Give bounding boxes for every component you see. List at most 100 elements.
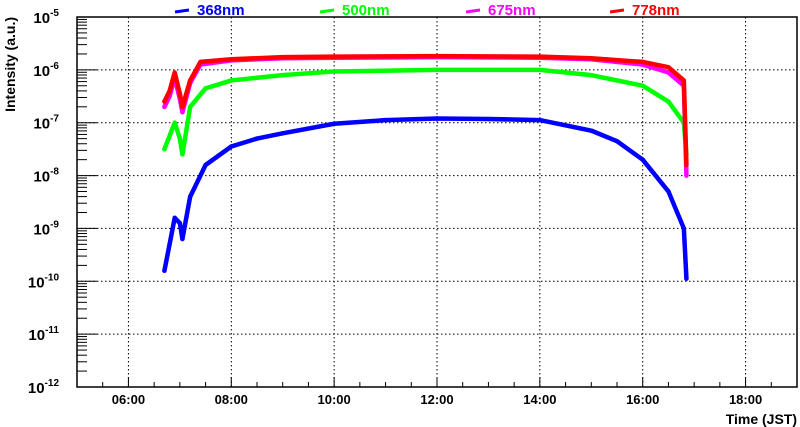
data-point-778nm	[331, 54, 337, 59]
data-point-368nm	[486, 116, 491, 122]
data-point-368nm	[684, 276, 689, 281]
data-point-778nm	[666, 65, 671, 70]
y-tick-base: 10	[28, 274, 45, 291]
y-tick-base: 10	[33, 63, 50, 80]
x-tick-label: 12:00	[420, 392, 453, 407]
data-point-368nm	[254, 136, 260, 141]
y-tick-label: 10-10	[28, 272, 60, 291]
axis-ticks: 06:00 08:00 10:00 12:00 14:00 16:00 18:0010-51…	[28, 8, 772, 407]
y-tick-exponent: -5	[50, 8, 59, 19]
data-point-500nm	[666, 99, 671, 104]
data-point-500nm	[537, 67, 543, 73]
series-368nm	[162, 116, 689, 281]
data-point-675nm	[684, 173, 689, 178]
y-tick-base: 10	[33, 10, 50, 27]
data-point-368nm	[331, 121, 337, 126]
data-point-368nm	[203, 162, 208, 168]
y-tick-label: 10-5	[33, 8, 59, 27]
y-tick-label: 10-12	[28, 378, 60, 397]
data-point-368nm	[614, 139, 620, 144]
legend-label-368nm: 368nm	[197, 2, 245, 19]
legend-label-675nm: 675nm	[488, 2, 536, 19]
x-tick-label: 08:00	[215, 392, 248, 407]
data-point-500nm	[172, 120, 177, 125]
data-point-778nm	[198, 59, 203, 65]
data-point-368nm	[537, 117, 543, 123]
data-point-500nm	[177, 136, 183, 141]
data-point-368nm	[589, 128, 594, 133]
data-point-368nm	[640, 157, 645, 162]
x-tick-label: 06:00	[112, 392, 145, 407]
data-point-778nm	[180, 104, 185, 110]
data-point-778nm	[589, 56, 594, 61]
data-point-778nm	[177, 91, 183, 96]
data-point-500nm	[162, 146, 167, 152]
data-point-368nm	[229, 144, 234, 149]
legend-swatch-368nm	[174, 8, 190, 14]
data-point-500nm	[434, 67, 440, 73]
data-point-500nm	[254, 75, 260, 80]
y-tick-base: 10	[33, 169, 50, 186]
data-point-368nm	[280, 131, 285, 136]
data-point-675nm	[666, 70, 671, 75]
data-point-675nm	[180, 109, 185, 115]
data-point-368nm	[162, 268, 167, 273]
data-point-368nm	[666, 189, 671, 194]
y-tick-label: 10-11	[28, 325, 59, 344]
data-point-500nm	[180, 152, 185, 157]
data-point-500nm	[187, 104, 193, 110]
data-point-675nm	[162, 104, 167, 110]
y-tick-label: 10-9	[33, 219, 59, 238]
data-point-368nm	[172, 215, 177, 221]
data-point-778nm	[280, 54, 285, 60]
y-tick-exponent: -9	[50, 219, 59, 230]
y-tick-exponent: -11	[45, 325, 59, 336]
x-tick-label: 16:00	[626, 392, 659, 407]
data-point-500nm	[203, 86, 208, 91]
data-point-368nm	[167, 242, 172, 247]
grid	[77, 17, 797, 387]
data-point-778nm	[167, 88, 172, 94]
data-point-500nm	[640, 83, 645, 88]
data-point-368nm	[177, 220, 183, 226]
y-tick-label: 10-6	[33, 61, 59, 80]
data-point-778nm	[640, 59, 645, 65]
data-point-500nm	[229, 78, 234, 83]
data-point-368nm	[434, 116, 440, 121]
x-tick-label: 10:00	[318, 392, 351, 407]
y-tick-label: 10-8	[33, 167, 59, 186]
y-tick-base: 10	[28, 327, 45, 344]
data-point-500nm	[589, 72, 594, 78]
data-point-368nm	[383, 117, 388, 123]
data-point-368nm	[187, 194, 193, 199]
y-tick-base: 10	[33, 221, 50, 238]
x-tick-label: 14:00	[523, 392, 556, 407]
data-point-778nm	[537, 54, 543, 59]
y-tick-exponent: -8	[50, 167, 59, 178]
data-point-778nm	[162, 99, 167, 104]
data-point-778nm	[172, 70, 177, 75]
legend-swatch-675nm	[465, 8, 481, 14]
data-point-500nm	[280, 72, 285, 78]
y-tick-exponent: -6	[50, 61, 59, 72]
y-tick-label: 10-7	[33, 114, 59, 133]
x-tick-label: 18:00	[729, 392, 762, 407]
y-axis-label: Intensity (a.u.)	[2, 17, 18, 112]
y-tick-base: 10	[33, 116, 50, 133]
legend-swatch-778nm	[609, 8, 625, 14]
y-tick-exponent: -12	[45, 378, 60, 389]
data-point-500nm	[331, 69, 337, 74]
data-point-368nm	[180, 236, 185, 242]
legend-swatch-500nm	[319, 8, 335, 14]
data-point-778nm	[434, 53, 440, 59]
data-point-778nm	[229, 57, 234, 62]
legend-label-500nm: 500nm	[342, 2, 390, 19]
y-tick-exponent: -10	[45, 272, 60, 283]
data-point-778nm	[681, 78, 687, 83]
y-tick-exponent: -7	[50, 114, 59, 125]
data-point-368nm	[681, 226, 687, 231]
series-778nm	[162, 53, 689, 168]
legend: 368nm 500nm 675nm 778nm	[174, 2, 680, 19]
data-point-778nm	[684, 162, 689, 168]
